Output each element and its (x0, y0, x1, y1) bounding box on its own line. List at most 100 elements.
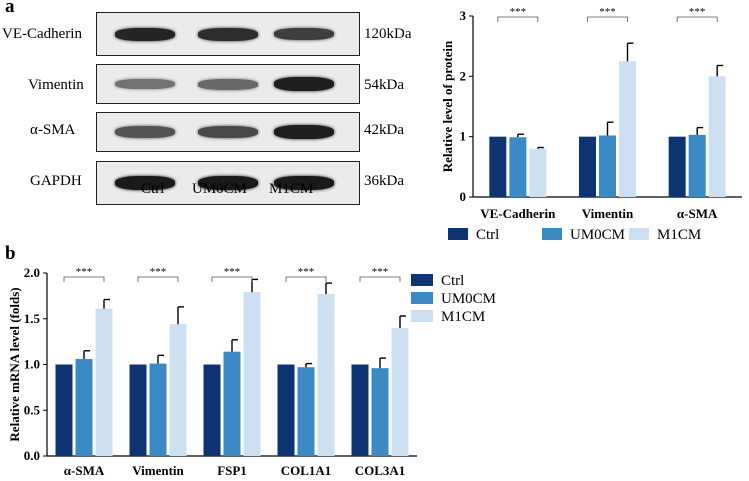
x-tick-label: α-SMA (677, 206, 718, 221)
significance-bracket (63, 276, 105, 282)
bar (509, 137, 527, 197)
x-tick-label: Vimentin (132, 463, 184, 478)
blot-lane-label: Ctrl (141, 181, 165, 197)
significance-bracket (211, 276, 253, 282)
legend-label: UM0CM (441, 291, 496, 307)
blot-row (96, 161, 360, 205)
x-tick-label: α-SMA (64, 463, 105, 478)
bar (223, 351, 241, 456)
y-tick-label: 2.0 (24, 265, 40, 280)
blot-protein-label: VE-Cadherin (2, 26, 82, 42)
bar (297, 367, 315, 456)
x-tick-label: COL3A1 (355, 463, 406, 478)
blot-protein-label: α-SMA (30, 122, 76, 138)
bar (351, 364, 369, 456)
legend-swatch (542, 228, 562, 240)
significance-label: *** (298, 266, 315, 278)
y-tick-label: 2 (460, 68, 467, 83)
bar (489, 136, 507, 197)
bar (579, 136, 596, 197)
bar (599, 135, 616, 197)
bar (149, 363, 167, 456)
blot-band (198, 78, 258, 90)
y-tick-label: 0.0 (24, 448, 40, 463)
x-tick-label: Vimentin (582, 206, 634, 221)
legend-swatch (411, 274, 433, 286)
blot-band (115, 27, 175, 41)
significance-bracket (587, 16, 628, 22)
x-tick-label: VE-Cadherin (480, 206, 556, 221)
legend-swatch (411, 292, 433, 304)
bar (317, 294, 335, 456)
legend-label: M1CM (657, 227, 701, 243)
blot-band (115, 126, 175, 138)
blot-kda-label: 120kDa (364, 26, 412, 42)
blot-lane-label: M1CM (269, 181, 314, 197)
bar (668, 136, 686, 197)
panel-b-label: b (5, 243, 16, 264)
significance-label: *** (224, 266, 241, 278)
blot-lane-label: UM0CM (192, 181, 248, 197)
bar (529, 148, 547, 197)
significance-label: *** (510, 6, 526, 18)
bar (95, 308, 113, 456)
panel-a-label: a (5, 0, 15, 17)
y-tick-label: 0 (460, 189, 467, 204)
bar (75, 359, 93, 456)
legend-label: UM0CM (570, 227, 625, 243)
blot-band (274, 77, 334, 91)
bar (129, 364, 147, 456)
bar (391, 327, 409, 456)
bar (55, 364, 73, 456)
y-tick-label: 0.5 (24, 402, 41, 417)
x-tick-label: COL1A1 (281, 463, 332, 478)
significance-label: *** (150, 266, 167, 278)
legend-label: M1CM (441, 309, 485, 325)
bar (243, 292, 261, 456)
blot-band (274, 125, 334, 139)
significance-bracket (676, 16, 718, 22)
protein-bar-chart: 0 1 2 3 Relative level of protein *** VE-Cadhe… (440, 6, 742, 243)
x-tick-label: FSP1 (217, 463, 247, 478)
y-axis-label: Relative level of protein (440, 40, 455, 172)
bar (688, 134, 706, 197)
blot-band (198, 176, 258, 190)
y-tick-label: 1 (460, 129, 467, 144)
significance-label: *** (76, 266, 93, 278)
legend-label: Ctrl (441, 273, 464, 289)
bar (277, 364, 295, 456)
blot-protein-label: Vimentin (28, 77, 84, 93)
blot-band (198, 126, 258, 138)
bar (371, 368, 389, 456)
blot-row (96, 64, 360, 104)
blot-row (96, 112, 360, 152)
blot-band (115, 79, 175, 89)
significance-bracket (137, 276, 179, 282)
significance-bracket (359, 276, 401, 282)
y-tick-label: 1.0 (24, 357, 40, 372)
bar (203, 364, 221, 456)
significance-bracket (497, 16, 539, 22)
bar (619, 61, 636, 197)
bar (708, 76, 726, 197)
legend-swatch (448, 228, 468, 240)
significance-label: *** (689, 6, 706, 18)
significance-label: *** (599, 6, 616, 18)
bar (169, 324, 187, 456)
significance-bracket (285, 276, 327, 282)
blot-protein-label: GAPDH (30, 173, 82, 189)
blot-kda-label: 54kDa (364, 77, 404, 93)
y-tick-label: 1.5 (24, 311, 41, 326)
y-tick-label: 3 (460, 8, 467, 23)
legend-swatch (629, 228, 649, 240)
legend-swatch (411, 310, 433, 322)
blot-kda-label: 42kDa (364, 122, 404, 138)
blot-kda-label: 36kDa (364, 173, 404, 189)
blot-row (96, 12, 360, 56)
y-axis-label: Relative mRNA level (folds) (7, 287, 22, 441)
significance-label: *** (372, 266, 389, 278)
blot-band (115, 176, 175, 190)
blot-band (198, 27, 258, 41)
blot-band (274, 28, 334, 40)
